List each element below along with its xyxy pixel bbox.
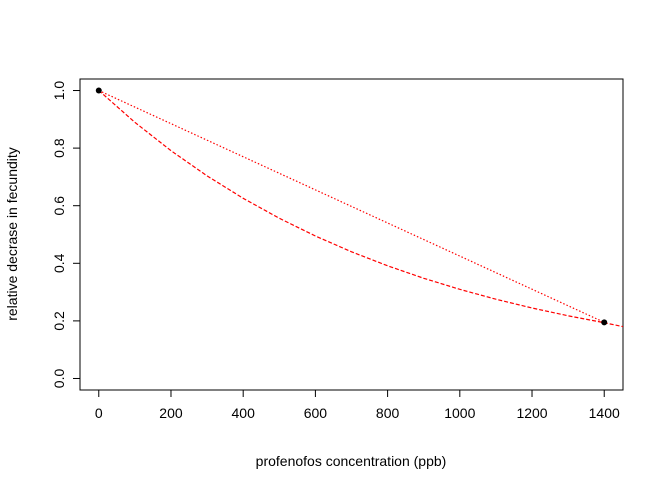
x-tick-label: 200 [159,405,183,421]
x-tick-label: 600 [304,405,328,421]
x-axis: 0 200 400 600 800 1000 1200 1400 [95,389,620,421]
x-tick-label: 1400 [589,405,620,421]
lines-layer [98,89,623,328]
x-tick-label: 800 [376,405,400,421]
x-tick-label: 1200 [516,405,547,421]
y-tick-label: 0.2 [51,311,67,331]
data-point [601,319,608,326]
x-tick-label: 1000 [444,405,475,421]
x-axis-title: profenofos concentration (ppb) [256,453,447,469]
x-tick-label: 0 [95,405,103,421]
y-tick-label: 1.0 [51,81,67,101]
y-axis-title: relative decrase in fecundity [4,147,20,321]
y-tick-label: 0.6 [51,196,67,216]
y-axis: 0.0 0.2 0.4 0.6 0.8 1.0 [51,81,81,389]
y-tick-label: 0.0 [51,369,67,389]
dotted-fit-line [98,89,605,323]
x-tick-label: 400 [232,405,256,421]
data-point [95,87,102,94]
dashed-fit-line [98,90,623,328]
y-tick-label: 0.4 [51,253,67,273]
plot-area-frame [79,78,624,391]
points-layer [95,87,608,326]
y-tick-label: 0.8 [51,138,67,158]
